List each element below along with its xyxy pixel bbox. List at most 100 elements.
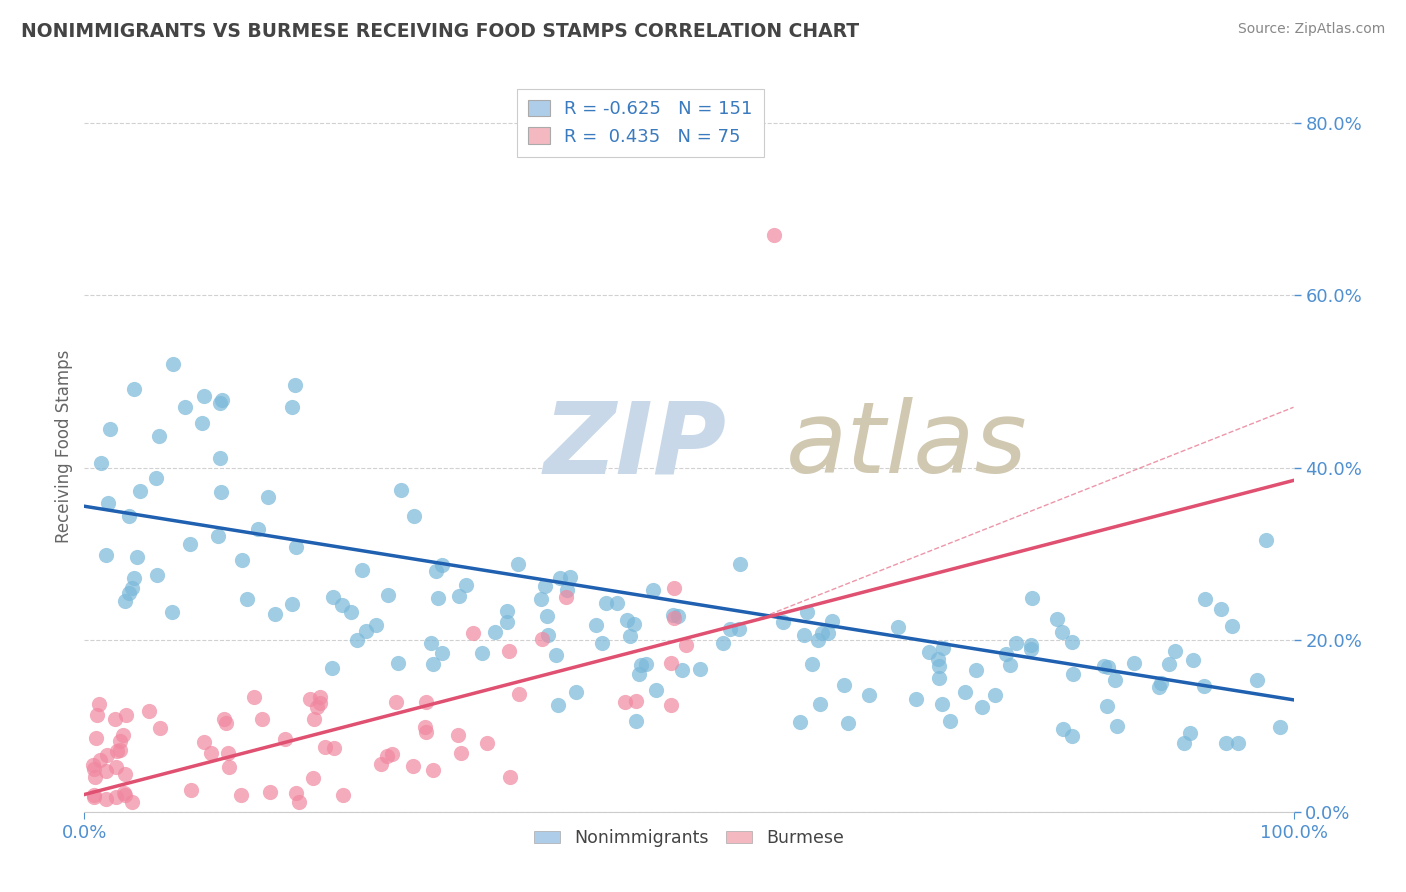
Point	[614, 695, 637, 709]
Point	[1021, 638, 1043, 652]
Point	[246, 522, 269, 536]
Point	[821, 614, 844, 628]
Point	[659, 698, 682, 713]
Point	[1256, 533, 1278, 547]
Point	[209, 484, 232, 499]
Point	[1123, 656, 1146, 670]
Point	[415, 695, 437, 709]
Point	[200, 746, 222, 760]
Point	[138, 704, 160, 718]
Point	[932, 641, 955, 656]
Point	[179, 537, 201, 551]
Point	[858, 689, 880, 703]
Point	[98, 422, 121, 436]
Point	[536, 628, 558, 642]
Point	[796, 605, 818, 619]
Point	[447, 728, 470, 742]
Point	[174, 400, 197, 414]
Point	[389, 483, 412, 497]
Point	[422, 657, 444, 671]
Point	[375, 748, 398, 763]
Point	[148, 428, 170, 442]
Text: ZIP: ZIP	[544, 398, 727, 494]
Point	[928, 659, 950, 673]
Point	[385, 695, 408, 709]
Point	[495, 615, 517, 629]
Point	[659, 656, 682, 670]
Point	[626, 714, 648, 728]
Point	[212, 712, 235, 726]
Point	[332, 788, 354, 802]
Point	[508, 687, 530, 701]
Point	[299, 692, 322, 706]
Point	[250, 712, 273, 726]
Point	[274, 731, 297, 746]
Point	[280, 598, 302, 612]
Point	[413, 720, 436, 734]
Point	[422, 764, 444, 778]
Point	[83, 762, 105, 776]
Point	[231, 553, 253, 567]
Point	[834, 678, 856, 692]
Point	[1019, 642, 1042, 657]
Point	[339, 605, 361, 619]
Point	[1092, 659, 1115, 673]
Text: Source: ZipAtlas.com: Source: ZipAtlas.com	[1237, 22, 1385, 37]
Point	[105, 744, 128, 758]
Point	[636, 657, 658, 671]
Point	[1227, 736, 1250, 750]
Point	[728, 622, 751, 636]
Point	[121, 582, 143, 596]
Point	[495, 604, 517, 618]
Point	[536, 609, 558, 624]
Point	[1097, 659, 1119, 673]
Point	[96, 764, 118, 778]
Text: atlas: atlas	[786, 398, 1028, 494]
Point	[191, 416, 214, 430]
Point	[129, 483, 152, 498]
Point	[284, 541, 307, 555]
Point	[626, 694, 648, 708]
Point	[256, 490, 278, 504]
Point	[305, 700, 328, 714]
Point	[96, 748, 118, 763]
Point	[550, 571, 572, 585]
Point	[1215, 736, 1237, 750]
Point	[995, 647, 1018, 661]
Point	[1046, 612, 1069, 626]
Point	[1178, 726, 1201, 740]
Point	[807, 632, 830, 647]
Point	[585, 618, 607, 632]
Point	[302, 712, 325, 726]
Point	[1052, 722, 1074, 736]
Point	[121, 795, 143, 809]
Point	[83, 790, 105, 805]
Point	[762, 228, 785, 243]
Point	[370, 756, 392, 771]
Point	[284, 377, 307, 392]
Point	[671, 663, 693, 677]
Point	[89, 753, 111, 767]
Point	[918, 645, 941, 659]
Point	[664, 581, 686, 595]
Point	[108, 742, 131, 756]
Point	[970, 700, 993, 714]
Point	[229, 788, 252, 802]
Point	[114, 788, 136, 802]
Point	[1050, 625, 1073, 640]
Point	[86, 731, 108, 745]
Point	[547, 698, 569, 712]
Point	[115, 707, 138, 722]
Point	[555, 591, 578, 605]
Point	[1107, 719, 1129, 733]
Point	[1268, 720, 1291, 734]
Point	[499, 771, 522, 785]
Point	[122, 571, 145, 585]
Point	[145, 568, 167, 582]
Point	[350, 563, 373, 577]
Point	[662, 611, 685, 625]
Point	[591, 636, 613, 650]
Point	[288, 795, 311, 809]
Point	[1159, 657, 1181, 671]
Point	[114, 767, 136, 781]
